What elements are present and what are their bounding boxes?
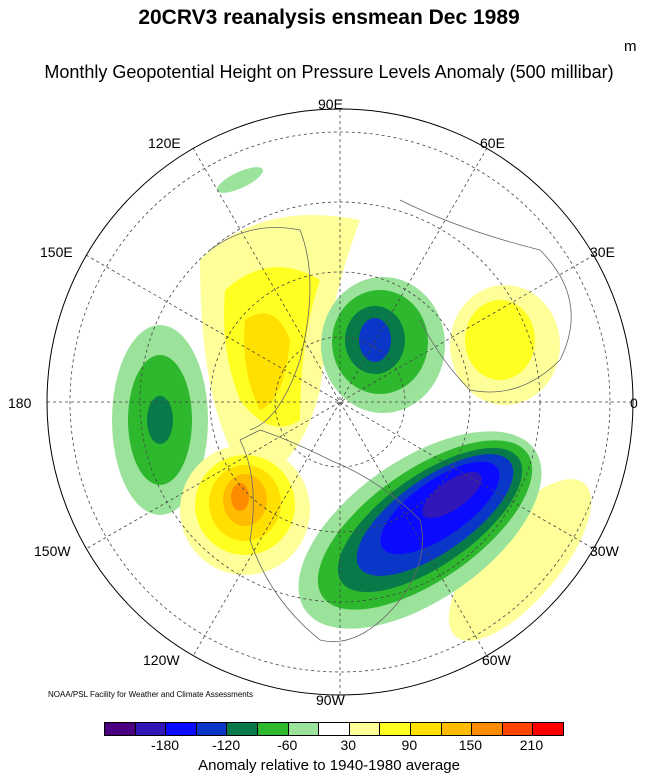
colorbar-swatch xyxy=(288,723,320,735)
lon-label-60e: 60E xyxy=(480,135,505,151)
colorbar-tick-label: -120 xyxy=(212,737,241,753)
colorbar-swatch xyxy=(227,723,258,735)
colorbar-swatch xyxy=(166,723,197,735)
lon-label-150e: 150E xyxy=(40,244,73,260)
colorbar xyxy=(104,722,564,736)
lon-label-90w: 90W xyxy=(316,692,345,708)
colorbar-swatch xyxy=(105,723,136,735)
lon-label-0: 0 xyxy=(630,395,638,411)
colorbar-title: Anomaly relative to 1940-1980 average xyxy=(198,757,460,774)
anomaly-contour xyxy=(359,318,391,362)
anomaly-contour xyxy=(147,396,173,444)
colorbar-swatch xyxy=(257,723,289,735)
anomaly-contour xyxy=(244,313,290,410)
colorbar-tick-label: 150 xyxy=(458,737,483,753)
colorbar-tick-label: 30 xyxy=(340,737,357,753)
colorbar-swatch xyxy=(319,723,350,735)
colorbar-tick-label: 90 xyxy=(401,737,418,753)
lon-label-180: 180 xyxy=(8,395,32,411)
colorbar-swatch xyxy=(441,723,473,735)
coastlines xyxy=(209,199,572,642)
colorbar-swatch xyxy=(349,723,381,735)
anomaly-contour xyxy=(231,483,249,511)
colorbar-swatch xyxy=(410,723,442,735)
anomaly-high-atlantic xyxy=(448,479,592,641)
map-border xyxy=(46,108,634,696)
chart-title: 20CRV3 reanalysis ensmean Dec 1989 xyxy=(138,6,520,29)
lon-label-60w: 60W xyxy=(482,652,511,668)
lon-label-90e: 90E xyxy=(318,96,343,112)
colorbar-tick-label: -180 xyxy=(151,737,180,753)
colorbar-swatch xyxy=(502,723,534,735)
lon-label-150w: 150W xyxy=(34,543,71,559)
lon-label-30w: 30W xyxy=(590,543,619,559)
colorbar-swatch xyxy=(533,723,563,735)
anomaly-contour xyxy=(465,300,535,380)
chart-subtitle: Monthly Geopotential Height on Pressure … xyxy=(44,62,614,82)
colorbar-tick-label: 210 xyxy=(519,737,544,753)
anomaly-fields xyxy=(112,167,592,641)
colorbar-swatch xyxy=(380,723,411,735)
colorbar-tick-label: -60 xyxy=(277,737,298,753)
anomaly-contour xyxy=(217,167,263,193)
units-label: m xyxy=(624,38,637,55)
colorbar-swatch xyxy=(196,723,228,735)
colorbar-swatch xyxy=(472,723,503,735)
lon-label-120w: 120W xyxy=(143,652,180,668)
credit-text: NOAA/PSL Facility for Weather and Climat… xyxy=(48,690,253,699)
anomaly-contour xyxy=(422,471,482,519)
lon-label-30e: 30E xyxy=(590,244,615,260)
colorbar-swatch xyxy=(135,723,167,735)
lon-label-120e: 120E xyxy=(148,135,181,151)
